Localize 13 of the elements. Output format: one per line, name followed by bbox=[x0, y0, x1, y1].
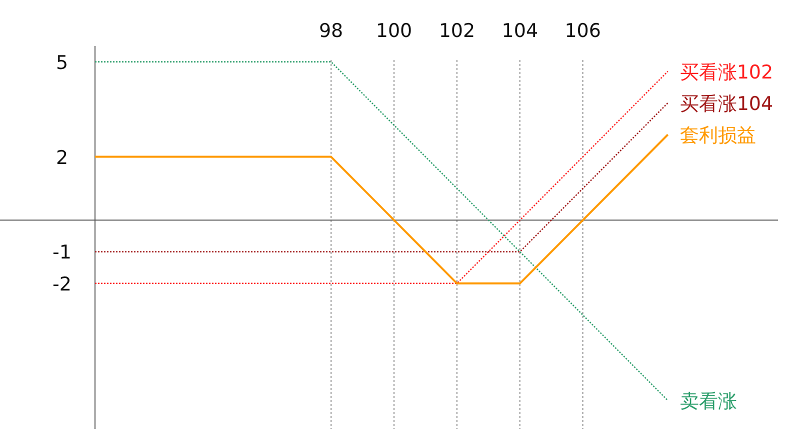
series-label: 套利损益 bbox=[680, 124, 756, 147]
x-tick-label: 100 bbox=[376, 20, 412, 42]
series-label: 买看涨104 bbox=[680, 92, 774, 115]
y-tick-label: 5 bbox=[56, 52, 68, 74]
y-tick-label: -2 bbox=[52, 273, 72, 296]
y-tick-label: -1 bbox=[52, 242, 72, 264]
y-tick-label: 2 bbox=[56, 146, 68, 169]
x-tick-label: 98 bbox=[318, 20, 344, 42]
x-tick-label: 104 bbox=[502, 20, 538, 42]
series-label: 买看涨102 bbox=[680, 61, 774, 84]
x-tick-label: 106 bbox=[564, 20, 601, 42]
series-label: 卖看涨 bbox=[680, 390, 737, 413]
x-tick-label: 102 bbox=[438, 20, 476, 42]
